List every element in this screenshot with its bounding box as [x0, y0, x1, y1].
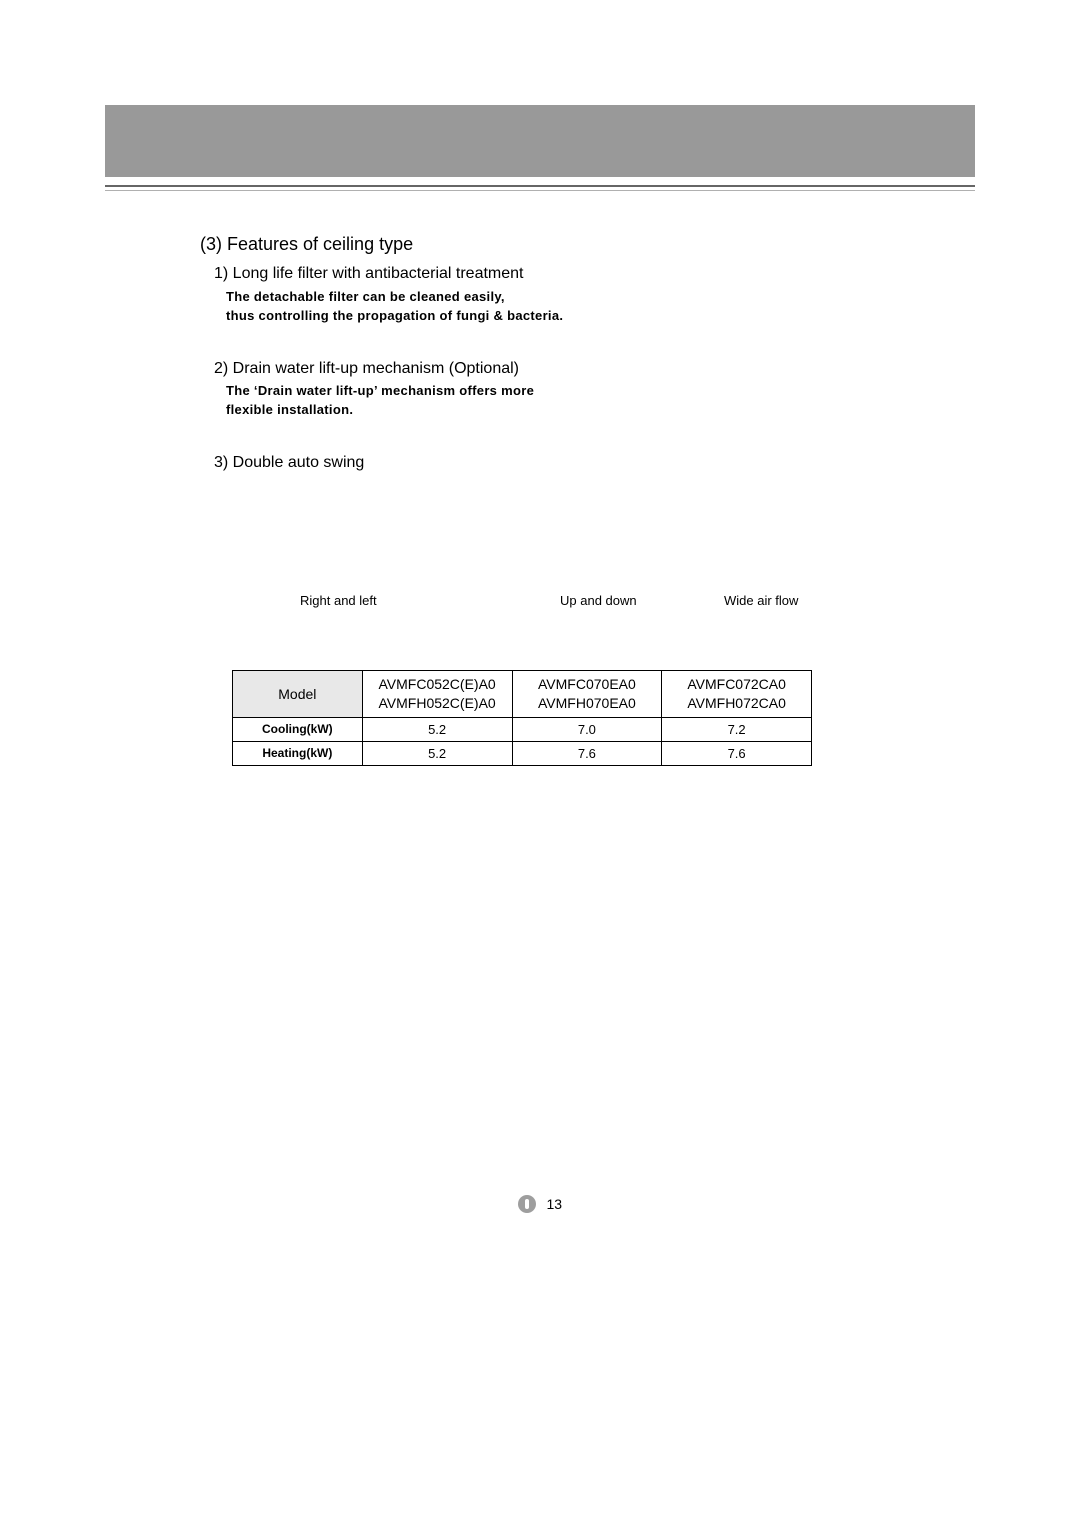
- page-footer: 13: [0, 1195, 1080, 1213]
- feature-2-heading: 2) Drain water lift-up mechanism (Option…: [214, 360, 519, 378]
- row-label-cooling: Cooling(kW): [233, 717, 363, 741]
- feature-2-body: The ‘Drain water lift-up’ mechanism offe…: [226, 382, 534, 420]
- feature-3-heading: 3) Double auto swing: [214, 454, 364, 472]
- cell: 7.0: [512, 717, 662, 741]
- cell: 7.2: [662, 717, 812, 741]
- divider-dark: [105, 185, 975, 187]
- model-cell: AVMFC052C(E)A0AVMFH052C(E)A0: [362, 671, 512, 718]
- feature-1-body: The detachable filter can be cleaned eas…: [226, 288, 563, 326]
- table-row: Heating(kW) 5.2 7.6 7.6: [233, 741, 812, 765]
- table-header-model: Model: [233, 671, 363, 718]
- caption-right-left: Right and left: [300, 593, 377, 608]
- table-row: Cooling(kW) 5.2 7.0 7.2: [233, 717, 812, 741]
- page: (3) Features of ceiling type 1) Long lif…: [0, 0, 1080, 1528]
- row-label-heating: Heating(kW): [233, 741, 363, 765]
- spec-table: Model AVMFC052C(E)A0AVMFH052C(E)A0 AVMFC…: [232, 670, 812, 766]
- cell: 5.2: [362, 717, 512, 741]
- cell: 5.2: [362, 741, 512, 765]
- footer-bullet-icon: [518, 1195, 536, 1213]
- model-cell: AVMFC072CA0AVMFH072CA0: [662, 671, 812, 718]
- table-row: Model AVMFC052C(E)A0AVMFH052C(E)A0 AVMFC…: [233, 671, 812, 718]
- model-cell: AVMFC070EA0AVMFH070EA0: [512, 671, 662, 718]
- page-number: 13: [546, 1196, 562, 1212]
- cell: 7.6: [512, 741, 662, 765]
- divider-light: [105, 190, 975, 191]
- caption-wide-air: Wide air flow: [724, 593, 798, 608]
- caption-up-down: Up and down: [560, 593, 637, 608]
- feature-1-heading: 1) Long life filter with antibacterial t…: [214, 265, 523, 283]
- header-banner: [105, 105, 975, 177]
- cell: 7.6: [662, 741, 812, 765]
- section-title: (3) Features of ceiling type: [200, 234, 413, 255]
